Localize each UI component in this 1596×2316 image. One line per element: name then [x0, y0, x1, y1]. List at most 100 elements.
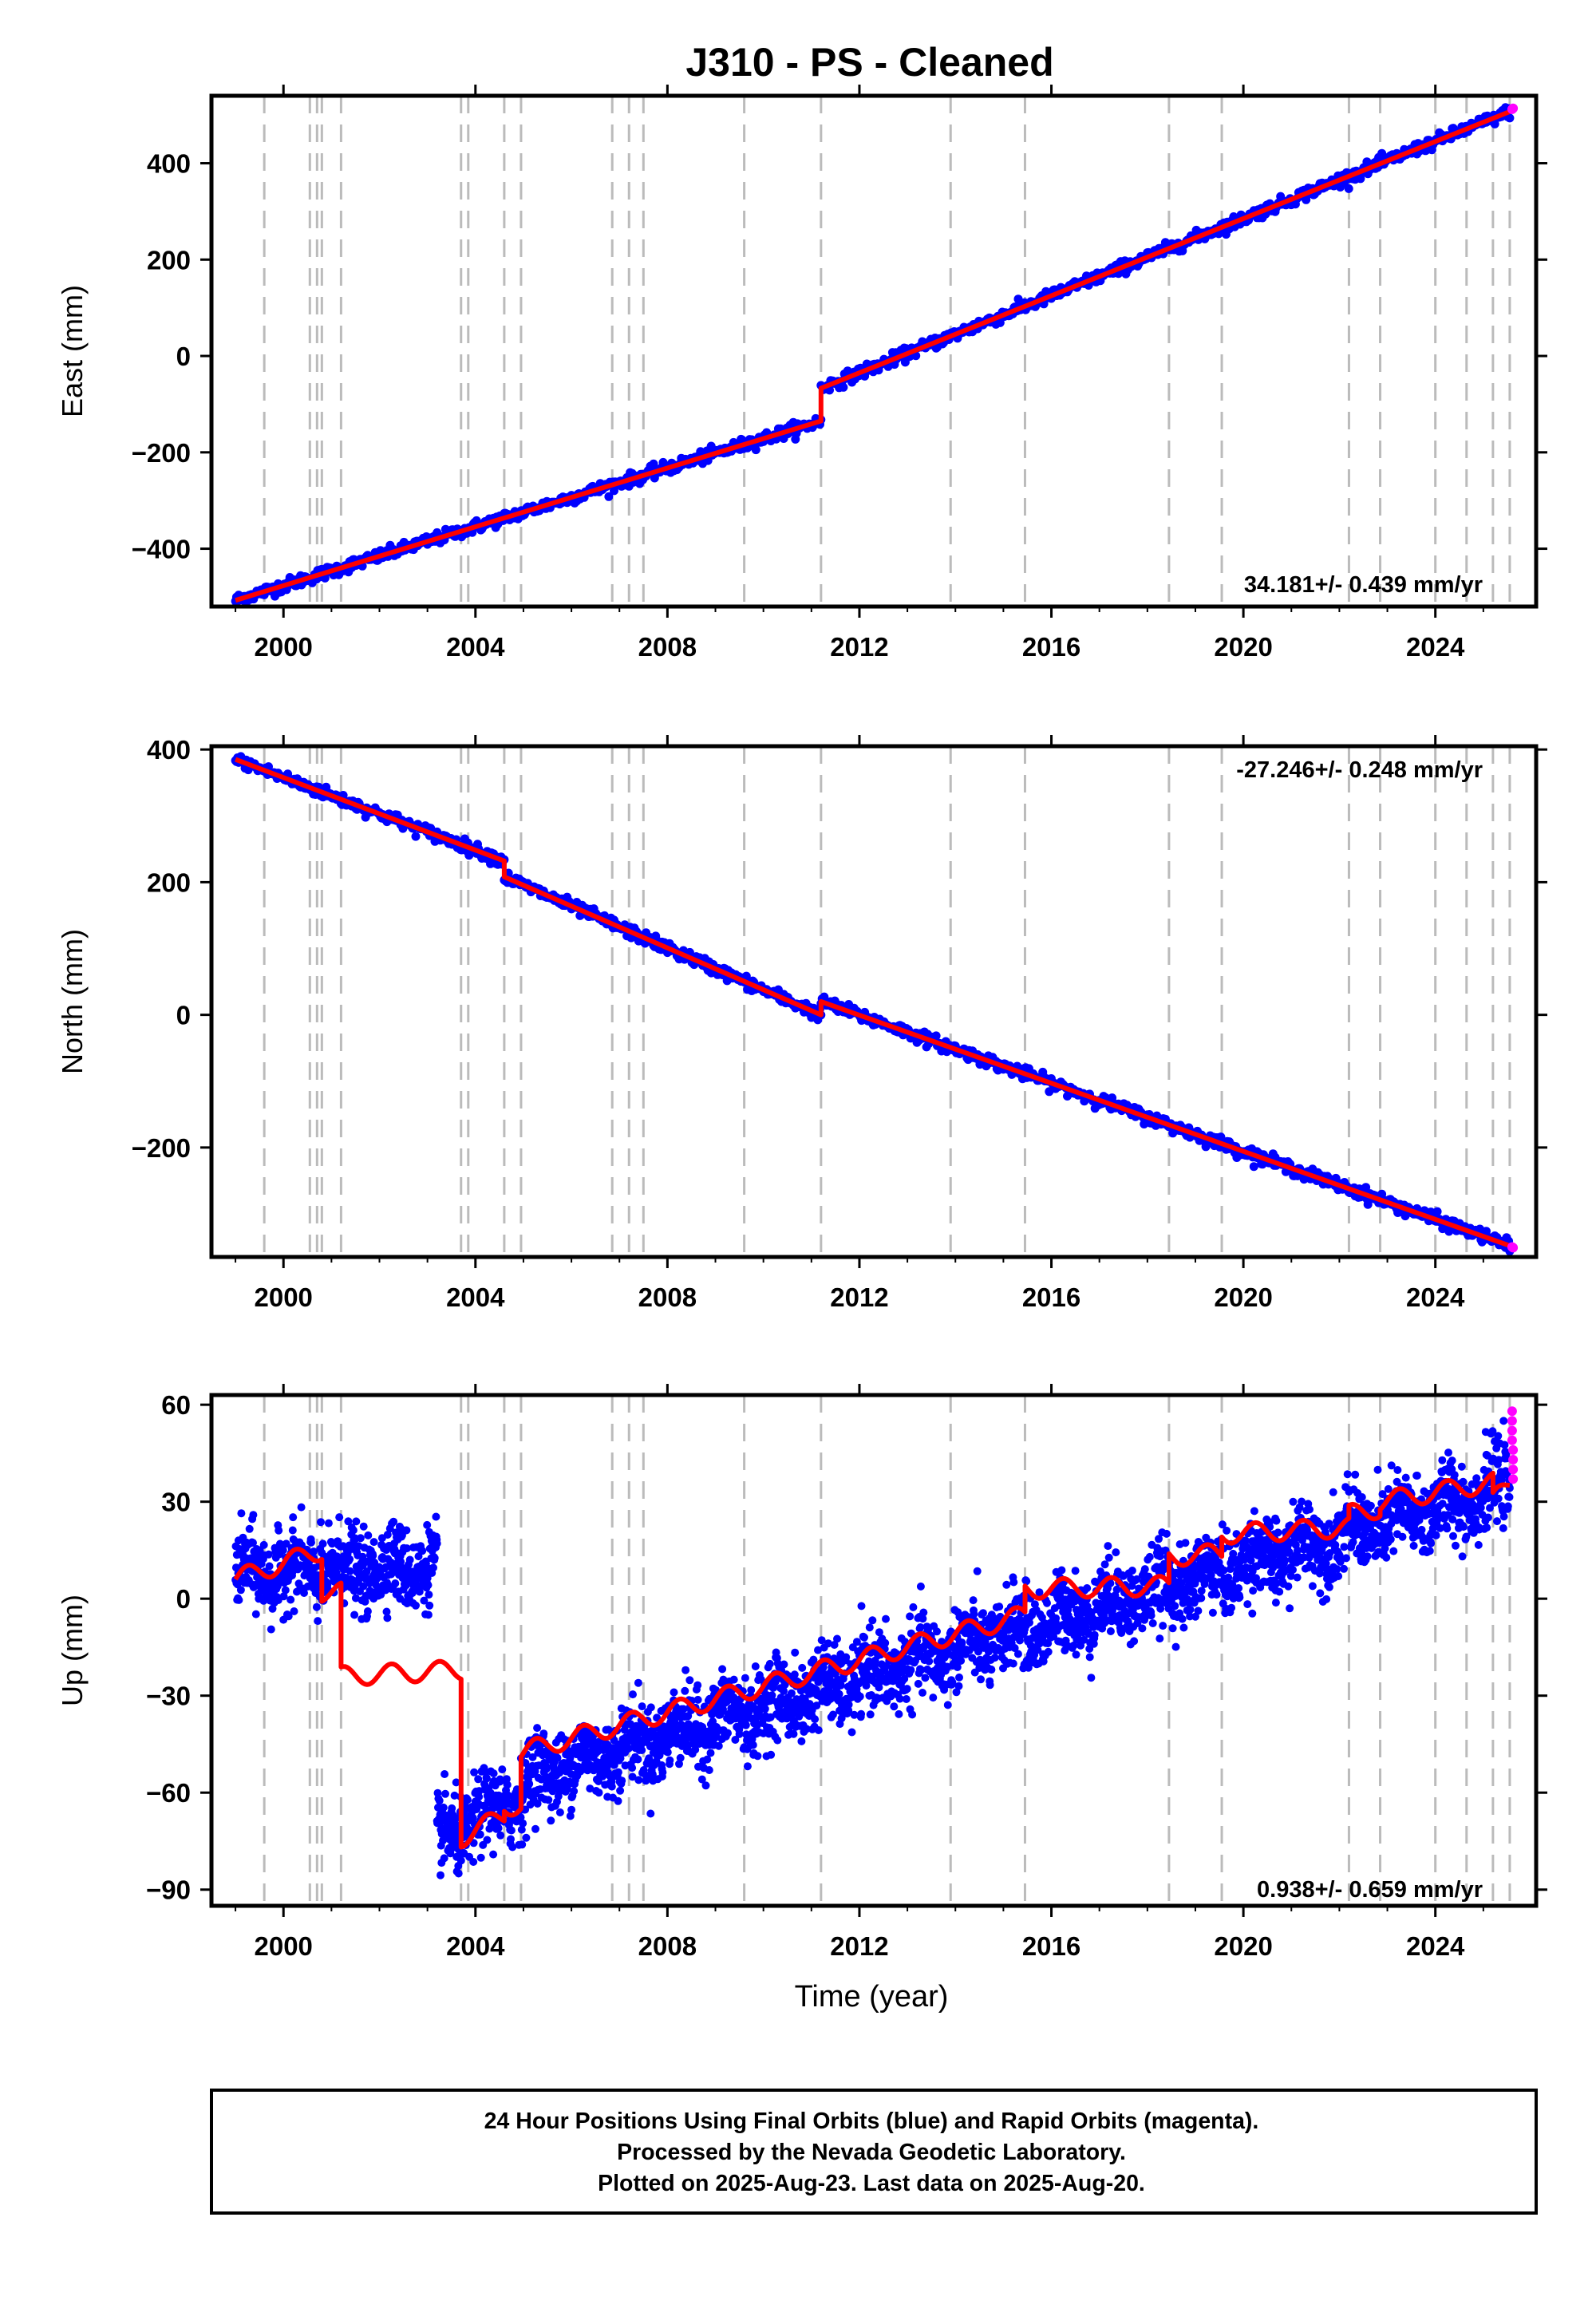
up-final-point: [614, 1796, 622, 1805]
up-final-point: [507, 1835, 515, 1844]
up-final-point: [903, 1685, 911, 1694]
up-final-point: [749, 1741, 757, 1749]
up-final-point: [790, 1670, 799, 1679]
east-data-layer: [231, 103, 1519, 608]
north-final-point: [1249, 1162, 1258, 1172]
up-final-point: [531, 1824, 539, 1833]
up-final-point: [943, 1701, 952, 1709]
east-rapid-point: [1508, 103, 1519, 113]
up-final-point: [273, 1582, 282, 1591]
up-final-point: [518, 1840, 527, 1849]
up-final-point: [539, 1729, 548, 1738]
up-final-point: [430, 1554, 439, 1563]
up-final-point: [421, 1559, 430, 1568]
up-final-point: [286, 1595, 295, 1604]
up-final-point: [542, 1765, 551, 1773]
up-final-point: [765, 1659, 774, 1668]
up-final-point: [842, 1653, 851, 1662]
up-final-point: [483, 1836, 492, 1844]
up-final-point: [522, 1833, 531, 1842]
up-final-point: [489, 1850, 498, 1859]
up-final-point: [517, 1825, 526, 1834]
up-final-point: [908, 1710, 917, 1719]
up-final-point: [249, 1539, 257, 1547]
up-final-point: [544, 1796, 553, 1804]
east-model-line: [235, 109, 1511, 603]
up-final-point: [300, 1589, 308, 1597]
up-final-point: [555, 1808, 564, 1816]
up-final-point: [670, 1688, 678, 1697]
up-final-point: [335, 1513, 344, 1522]
up-final-point: [977, 1675, 985, 1684]
up-final-point: [634, 1678, 642, 1687]
up-final-point: [1009, 1659, 1017, 1668]
up-final-point: [693, 1695, 702, 1704]
up-final-point: [955, 1673, 963, 1682]
up-final-point: [868, 1616, 877, 1625]
east-y-tick-label: −200: [132, 438, 191, 468]
up-final-point: [364, 1531, 373, 1539]
panel-up: 2000 2004 2008 2012 2016 2020 202460300−30−60−…: [56, 1384, 1547, 2014]
north-rapid-point: [1508, 1243, 1519, 1253]
up-final-point: [663, 1748, 672, 1757]
up-final-point: [236, 1586, 245, 1595]
up-final-point: [470, 1768, 479, 1777]
up-final-point: [890, 1702, 899, 1711]
east-x-tick-label: 2020: [1214, 632, 1272, 662]
up-final-point: [646, 1809, 655, 1818]
up-final-point: [701, 1781, 710, 1790]
up-final-point: [290, 1607, 298, 1615]
up-final-point: [475, 1792, 484, 1801]
up-final-point: [498, 1765, 507, 1774]
up-final-point: [791, 1648, 800, 1657]
up-final-point: [646, 1703, 655, 1712]
up-final-point: [638, 1702, 646, 1711]
up-final-point: [533, 1800, 542, 1808]
up-final-point: [753, 1752, 762, 1761]
up-final-point: [429, 1563, 437, 1572]
up-final-point: [440, 1854, 448, 1863]
east-y-tick-label: 400: [147, 149, 191, 179]
up-final-point: [1002, 1580, 1011, 1589]
east-y-tick-label: 0: [176, 342, 191, 371]
up-final-point: [310, 1547, 318, 1556]
up-final-point: [724, 1729, 732, 1737]
up-final-point: [865, 1623, 874, 1632]
up-final-point: [352, 1517, 361, 1526]
east-final-point: [839, 382, 848, 392]
up-final-point: [424, 1611, 433, 1619]
up-final-point: [350, 1611, 359, 1619]
up-final-point: [973, 1567, 982, 1575]
north-final-point: [1432, 1207, 1442, 1216]
up-final-point: [685, 1676, 694, 1685]
up-final-point: [420, 1596, 429, 1605]
east-final-point: [1344, 184, 1353, 193]
up-final-point: [767, 1750, 776, 1759]
up-final-point: [1013, 1650, 1022, 1658]
up-final-point: [860, 1633, 868, 1642]
panel-east: 2000 2004 2008 2012 2016 2020 20244002000−200−…: [56, 85, 1547, 662]
up-final-point: [508, 1843, 517, 1852]
up-final-point: [349, 1526, 358, 1535]
up-final-point: [681, 1666, 690, 1674]
up-final-point: [235, 1595, 243, 1604]
up-final-point: [469, 1858, 478, 1866]
up-final-point: [359, 1582, 368, 1591]
up-final-point: [929, 1694, 938, 1702]
north-final-point: [1361, 1183, 1371, 1192]
north-model-line: [235, 757, 1511, 1248]
up-final-point: [432, 1512, 440, 1521]
up-final-point: [279, 1546, 287, 1555]
up-final-point: [435, 1796, 444, 1805]
east-x-tick-label: 2000: [255, 632, 313, 662]
up-final-point: [383, 1614, 392, 1622]
up-final-point: [423, 1520, 432, 1529]
up-final-point: [519, 1819, 527, 1828]
up-final-point: [391, 1579, 400, 1587]
east-y-tick-label: 200: [147, 245, 191, 275]
up-final-point: [307, 1538, 315, 1547]
up-final-point: [811, 1715, 820, 1724]
up-final-point: [369, 1538, 378, 1547]
up-final-point: [468, 1813, 477, 1822]
up-final-point: [933, 1627, 941, 1636]
